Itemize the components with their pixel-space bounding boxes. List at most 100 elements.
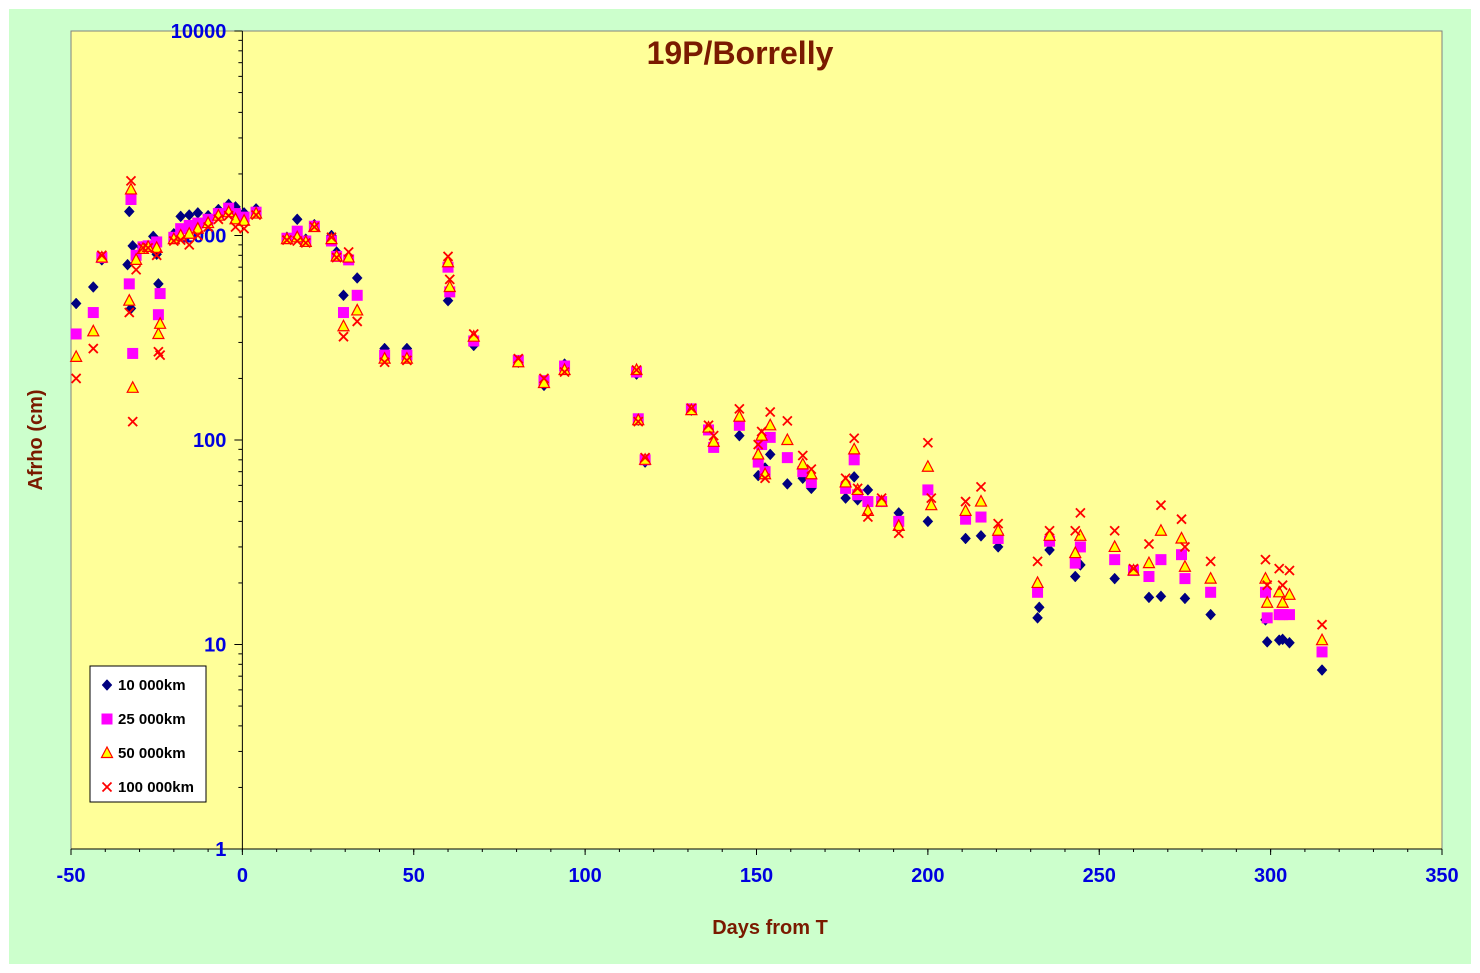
data-point-cross: [538, 373, 550, 384]
data-point-diamond: [291, 213, 303, 226]
data-point-triangle: [861, 503, 875, 517]
data-point-square: [125, 193, 137, 205]
data-point-cross: [1262, 580, 1273, 591]
data-point-triangle: [1282, 587, 1296, 600]
data-point-square: [708, 441, 720, 453]
data-point-cross: [343, 246, 354, 258]
data-point-cross: [1277, 580, 1288, 591]
data-point-diamond: [1179, 592, 1191, 605]
data-point-cross: [708, 430, 719, 441]
data-point-cross: [1316, 619, 1328, 630]
data-point-cross: [852, 483, 863, 494]
data-point-triangle: [1260, 595, 1274, 608]
data-point-square: [1143, 571, 1155, 583]
data-point-cross: [352, 316, 363, 327]
data-point-diamond: [1205, 608, 1216, 621]
data-point-cross: [759, 473, 771, 484]
series-cross: [71, 175, 1328, 630]
data-point-cross: [849, 433, 860, 444]
data-point-square: [797, 466, 809, 478]
data-point-diamond: [1284, 636, 1295, 649]
data-point-cross: [639, 452, 651, 463]
data-point-cross: [753, 439, 764, 450]
data-point-triangle: [124, 182, 138, 195]
data-point-square: [992, 532, 1004, 544]
data-point-diamond: [1316, 664, 1328, 676]
y-tick-label: 100: [193, 430, 226, 452]
data-point-cross: [893, 528, 904, 539]
data-point-cross: [151, 250, 162, 261]
data-point-cross: [401, 355, 413, 366]
data-point-cross: [379, 357, 390, 368]
legend-label: 100 000km: [118, 779, 194, 796]
data-point-cross: [797, 450, 808, 461]
data-point-square: [1277, 609, 1289, 621]
data-point-cross: [154, 350, 166, 361]
data-point-cross: [444, 274, 455, 285]
data-point-triangle: [1315, 632, 1329, 646]
data-point-diamond: [442, 294, 454, 307]
data-point-cross: [876, 492, 887, 504]
data-point-diamond: [175, 210, 187, 223]
data-point-square: [1283, 609, 1295, 621]
data-point-cross: [331, 252, 342, 263]
data-point-cross: [1179, 541, 1191, 553]
data-point-diamond: [840, 492, 851, 504]
chart-title: 19P/Borrelly: [647, 35, 834, 71]
data-point-triangle: [1154, 523, 1168, 536]
data-point-triangle: [1043, 528, 1057, 541]
data-point-triangle: [804, 466, 818, 480]
data-point-cross: [213, 214, 224, 225]
x-tick-label: 150: [740, 865, 773, 887]
data-point-cross: [1274, 563, 1285, 574]
data-point-square: [805, 476, 817, 488]
data-point-cross: [1075, 507, 1086, 519]
data-point-triangle: [129, 252, 143, 265]
data-point-cross: [1044, 525, 1055, 536]
data-point-square: [87, 307, 99, 319]
data-point-diamond: [862, 484, 874, 496]
data-point-triangle: [237, 213, 251, 226]
data-point-triangle: [336, 318, 350, 332]
data-point-square: [1155, 554, 1167, 566]
data-point-diamond: [1032, 611, 1043, 624]
data-point-diamond: [1033, 601, 1045, 614]
data-point-cross: [782, 415, 793, 427]
legend-marker-cross: [101, 781, 113, 793]
data-point-triangle: [892, 518, 906, 532]
data-point-triangle: [780, 432, 794, 446]
data-point-cross: [338, 331, 349, 342]
y-tick-label: 1: [215, 839, 226, 861]
data-point-square: [1069, 557, 1081, 569]
data-point-cross: [88, 343, 99, 354]
x-tick-label: -50: [57, 865, 86, 887]
data-point-triangle: [122, 293, 136, 306]
data-point-square: [1109, 554, 1121, 566]
data-point-cross: [300, 237, 311, 249]
data-point-triangle: [751, 447, 765, 460]
data-point-cross: [124, 307, 135, 318]
data-point-square: [1044, 535, 1056, 547]
data-point-cross: [202, 221, 214, 233]
data-point-triangle: [1204, 571, 1218, 584]
data-point-cross: [127, 416, 138, 427]
data-point-diamond: [848, 471, 860, 483]
data-point-triangle: [638, 452, 652, 465]
legend-marker-square: [101, 713, 113, 725]
data-point-cross: [765, 406, 776, 418]
data-point-cross: [238, 223, 250, 234]
data-point-diamond: [351, 272, 363, 284]
data-point-diamond: [764, 448, 776, 461]
data-point-square: [154, 288, 166, 300]
data-point-cross: [1032, 556, 1043, 567]
data-point-diamond: [960, 532, 971, 545]
data-point-square: [337, 307, 349, 319]
data-point-triangle: [1073, 528, 1087, 541]
data-point-cross: [1176, 514, 1187, 525]
data-point-cross: [326, 232, 337, 243]
data-point-cross: [442, 251, 454, 262]
legend-label: 10 000km: [118, 677, 186, 694]
data-point-diamond: [1109, 572, 1121, 585]
data-point-square: [1179, 573, 1191, 585]
data-point-cross: [975, 481, 987, 492]
